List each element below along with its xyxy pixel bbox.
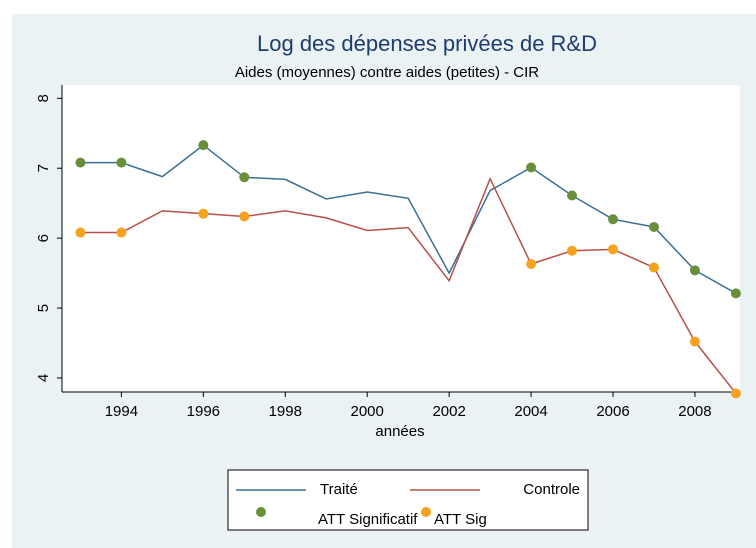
scatter-point <box>198 208 209 219</box>
plot-area <box>62 85 740 392</box>
legend-label: ATT Sig <box>434 511 487 528</box>
chart-title: Log des dépenses privées de R&D <box>257 31 597 56</box>
scatter-point <box>648 262 659 273</box>
x-tick-label: 2000 <box>351 403 384 420</box>
x-tick-label: 1996 <box>187 403 220 420</box>
scatter-point <box>116 227 127 238</box>
x-tick-label: 2002 <box>432 403 465 420</box>
scatter-point <box>730 388 741 399</box>
legend-label: Traité <box>320 481 358 498</box>
scatter-point <box>116 157 127 168</box>
scatter-point <box>239 211 250 222</box>
legend-label: Controle <box>523 481 580 498</box>
scatter-point <box>567 245 578 256</box>
scatter-point <box>526 162 537 173</box>
legend-swatch <box>421 507 431 517</box>
x-tick-label: 2008 <box>678 403 711 420</box>
x-tick-label: 2006 <box>596 403 629 420</box>
scatter-point <box>526 259 537 270</box>
y-tick-label: 5 <box>35 304 52 312</box>
scatter-point <box>648 221 659 232</box>
scatter-point <box>239 172 250 183</box>
scatter-point <box>608 214 619 225</box>
scatter-point <box>689 265 700 276</box>
x-tick-label: 1998 <box>269 403 302 420</box>
x-axis-label: années <box>375 423 424 440</box>
chart-subtitle: Aides (moyennes) contre aides (petites) … <box>235 64 539 81</box>
scatter-point <box>198 140 209 151</box>
legend <box>227 469 589 531</box>
y-tick-label: 6 <box>35 234 52 242</box>
line-series <box>80 144 737 295</box>
x-tick-label: 1994 <box>105 403 138 420</box>
y-tick-label: 8 <box>35 94 52 102</box>
scatter-point <box>730 288 741 299</box>
scatter-point <box>567 190 578 201</box>
x-tick-label: 2004 <box>514 403 547 420</box>
line-series <box>80 176 737 394</box>
scatter-point <box>608 244 619 255</box>
y-tick-label: 4 <box>35 374 52 382</box>
scatter-point <box>75 157 86 168</box>
scatter-point <box>689 336 700 347</box>
legend-label: ATT Significatif <box>318 511 418 528</box>
legend-swatch <box>256 507 266 517</box>
y-tick-label: 7 <box>35 164 52 172</box>
scatter-point <box>75 227 86 238</box>
